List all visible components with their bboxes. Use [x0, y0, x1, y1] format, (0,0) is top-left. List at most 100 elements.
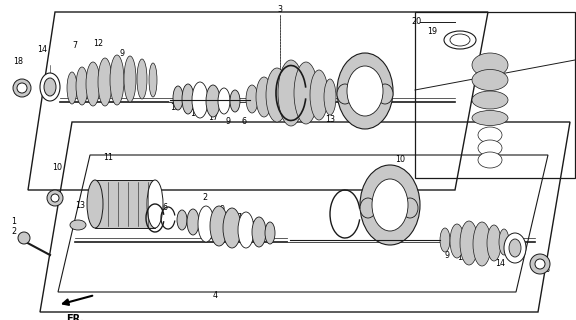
- Text: 10: 10: [395, 156, 405, 164]
- Text: 12: 12: [457, 253, 467, 262]
- Ellipse shape: [147, 180, 163, 228]
- Ellipse shape: [187, 209, 199, 235]
- Ellipse shape: [324, 79, 336, 115]
- Text: 6: 6: [241, 117, 247, 126]
- Circle shape: [51, 194, 59, 202]
- Ellipse shape: [76, 67, 88, 105]
- Text: 13: 13: [75, 201, 85, 210]
- Ellipse shape: [182, 84, 194, 114]
- Ellipse shape: [402, 198, 418, 218]
- Ellipse shape: [360, 165, 420, 245]
- Text: 9: 9: [119, 49, 124, 58]
- Ellipse shape: [472, 69, 508, 91]
- Text: 2: 2: [202, 194, 207, 203]
- Ellipse shape: [210, 206, 228, 246]
- Text: 11: 11: [103, 154, 113, 163]
- Circle shape: [535, 259, 545, 269]
- Ellipse shape: [504, 233, 526, 263]
- Text: 15: 15: [260, 228, 270, 236]
- Text: 7: 7: [475, 251, 480, 260]
- Ellipse shape: [278, 60, 304, 126]
- Text: 9: 9: [445, 251, 449, 260]
- Text: 12: 12: [93, 38, 103, 47]
- Ellipse shape: [460, 221, 478, 265]
- Text: 18: 18: [540, 266, 550, 275]
- Ellipse shape: [98, 58, 112, 106]
- Ellipse shape: [192, 82, 208, 118]
- Ellipse shape: [377, 84, 393, 104]
- Ellipse shape: [70, 220, 86, 230]
- Ellipse shape: [440, 228, 450, 252]
- Ellipse shape: [67, 72, 77, 104]
- Text: 17: 17: [232, 213, 242, 222]
- Ellipse shape: [337, 53, 393, 129]
- Polygon shape: [95, 180, 155, 228]
- Ellipse shape: [40, 73, 60, 101]
- Text: FR.: FR.: [66, 314, 84, 320]
- Ellipse shape: [478, 152, 502, 168]
- Text: 2: 2: [12, 228, 17, 236]
- Text: 7: 7: [73, 41, 78, 50]
- Text: 19: 19: [427, 28, 437, 36]
- Ellipse shape: [230, 90, 240, 112]
- Text: 20: 20: [411, 18, 421, 27]
- Ellipse shape: [478, 127, 502, 143]
- Circle shape: [13, 79, 31, 97]
- Ellipse shape: [265, 222, 275, 244]
- Text: 3: 3: [278, 5, 282, 14]
- Circle shape: [47, 190, 63, 206]
- Ellipse shape: [478, 140, 502, 156]
- Text: 9: 9: [219, 205, 225, 214]
- Circle shape: [18, 232, 30, 244]
- Text: 14: 14: [495, 259, 505, 268]
- Text: 1: 1: [207, 91, 213, 100]
- Ellipse shape: [149, 63, 157, 97]
- Ellipse shape: [137, 59, 147, 99]
- Ellipse shape: [86, 62, 100, 106]
- Ellipse shape: [252, 217, 266, 247]
- Ellipse shape: [509, 239, 521, 257]
- Text: 9: 9: [225, 117, 230, 126]
- Text: 16: 16: [245, 220, 255, 229]
- Ellipse shape: [499, 229, 509, 255]
- Text: 14: 14: [37, 45, 47, 54]
- Text: 16: 16: [190, 108, 200, 117]
- Ellipse shape: [44, 78, 56, 96]
- Text: 8: 8: [285, 110, 290, 119]
- Ellipse shape: [450, 224, 464, 258]
- Text: 6: 6: [162, 204, 168, 212]
- Text: 10: 10: [52, 164, 62, 172]
- Ellipse shape: [124, 56, 136, 102]
- Text: 4: 4: [213, 291, 218, 300]
- Text: 18: 18: [13, 58, 23, 67]
- Ellipse shape: [360, 198, 376, 218]
- Ellipse shape: [238, 212, 254, 248]
- Ellipse shape: [347, 66, 383, 116]
- Text: 1: 1: [12, 218, 17, 227]
- Text: 15: 15: [170, 103, 180, 113]
- Ellipse shape: [473, 222, 491, 266]
- Text: 5: 5: [338, 91, 343, 100]
- Text: 13: 13: [325, 116, 335, 124]
- Ellipse shape: [444, 31, 476, 49]
- Text: 8: 8: [146, 196, 150, 204]
- Ellipse shape: [198, 206, 214, 242]
- Ellipse shape: [110, 55, 124, 105]
- Ellipse shape: [472, 53, 508, 77]
- Ellipse shape: [206, 85, 220, 117]
- Ellipse shape: [87, 180, 103, 228]
- Ellipse shape: [223, 208, 241, 248]
- Circle shape: [17, 83, 27, 93]
- Ellipse shape: [472, 91, 508, 109]
- Ellipse shape: [337, 84, 353, 104]
- Ellipse shape: [372, 179, 408, 231]
- Ellipse shape: [472, 110, 508, 125]
- Ellipse shape: [177, 210, 187, 230]
- Ellipse shape: [266, 68, 288, 122]
- Ellipse shape: [256, 77, 272, 117]
- Ellipse shape: [487, 225, 501, 261]
- Text: 17: 17: [208, 114, 218, 123]
- Ellipse shape: [218, 88, 230, 114]
- Circle shape: [530, 254, 550, 274]
- Ellipse shape: [294, 62, 318, 124]
